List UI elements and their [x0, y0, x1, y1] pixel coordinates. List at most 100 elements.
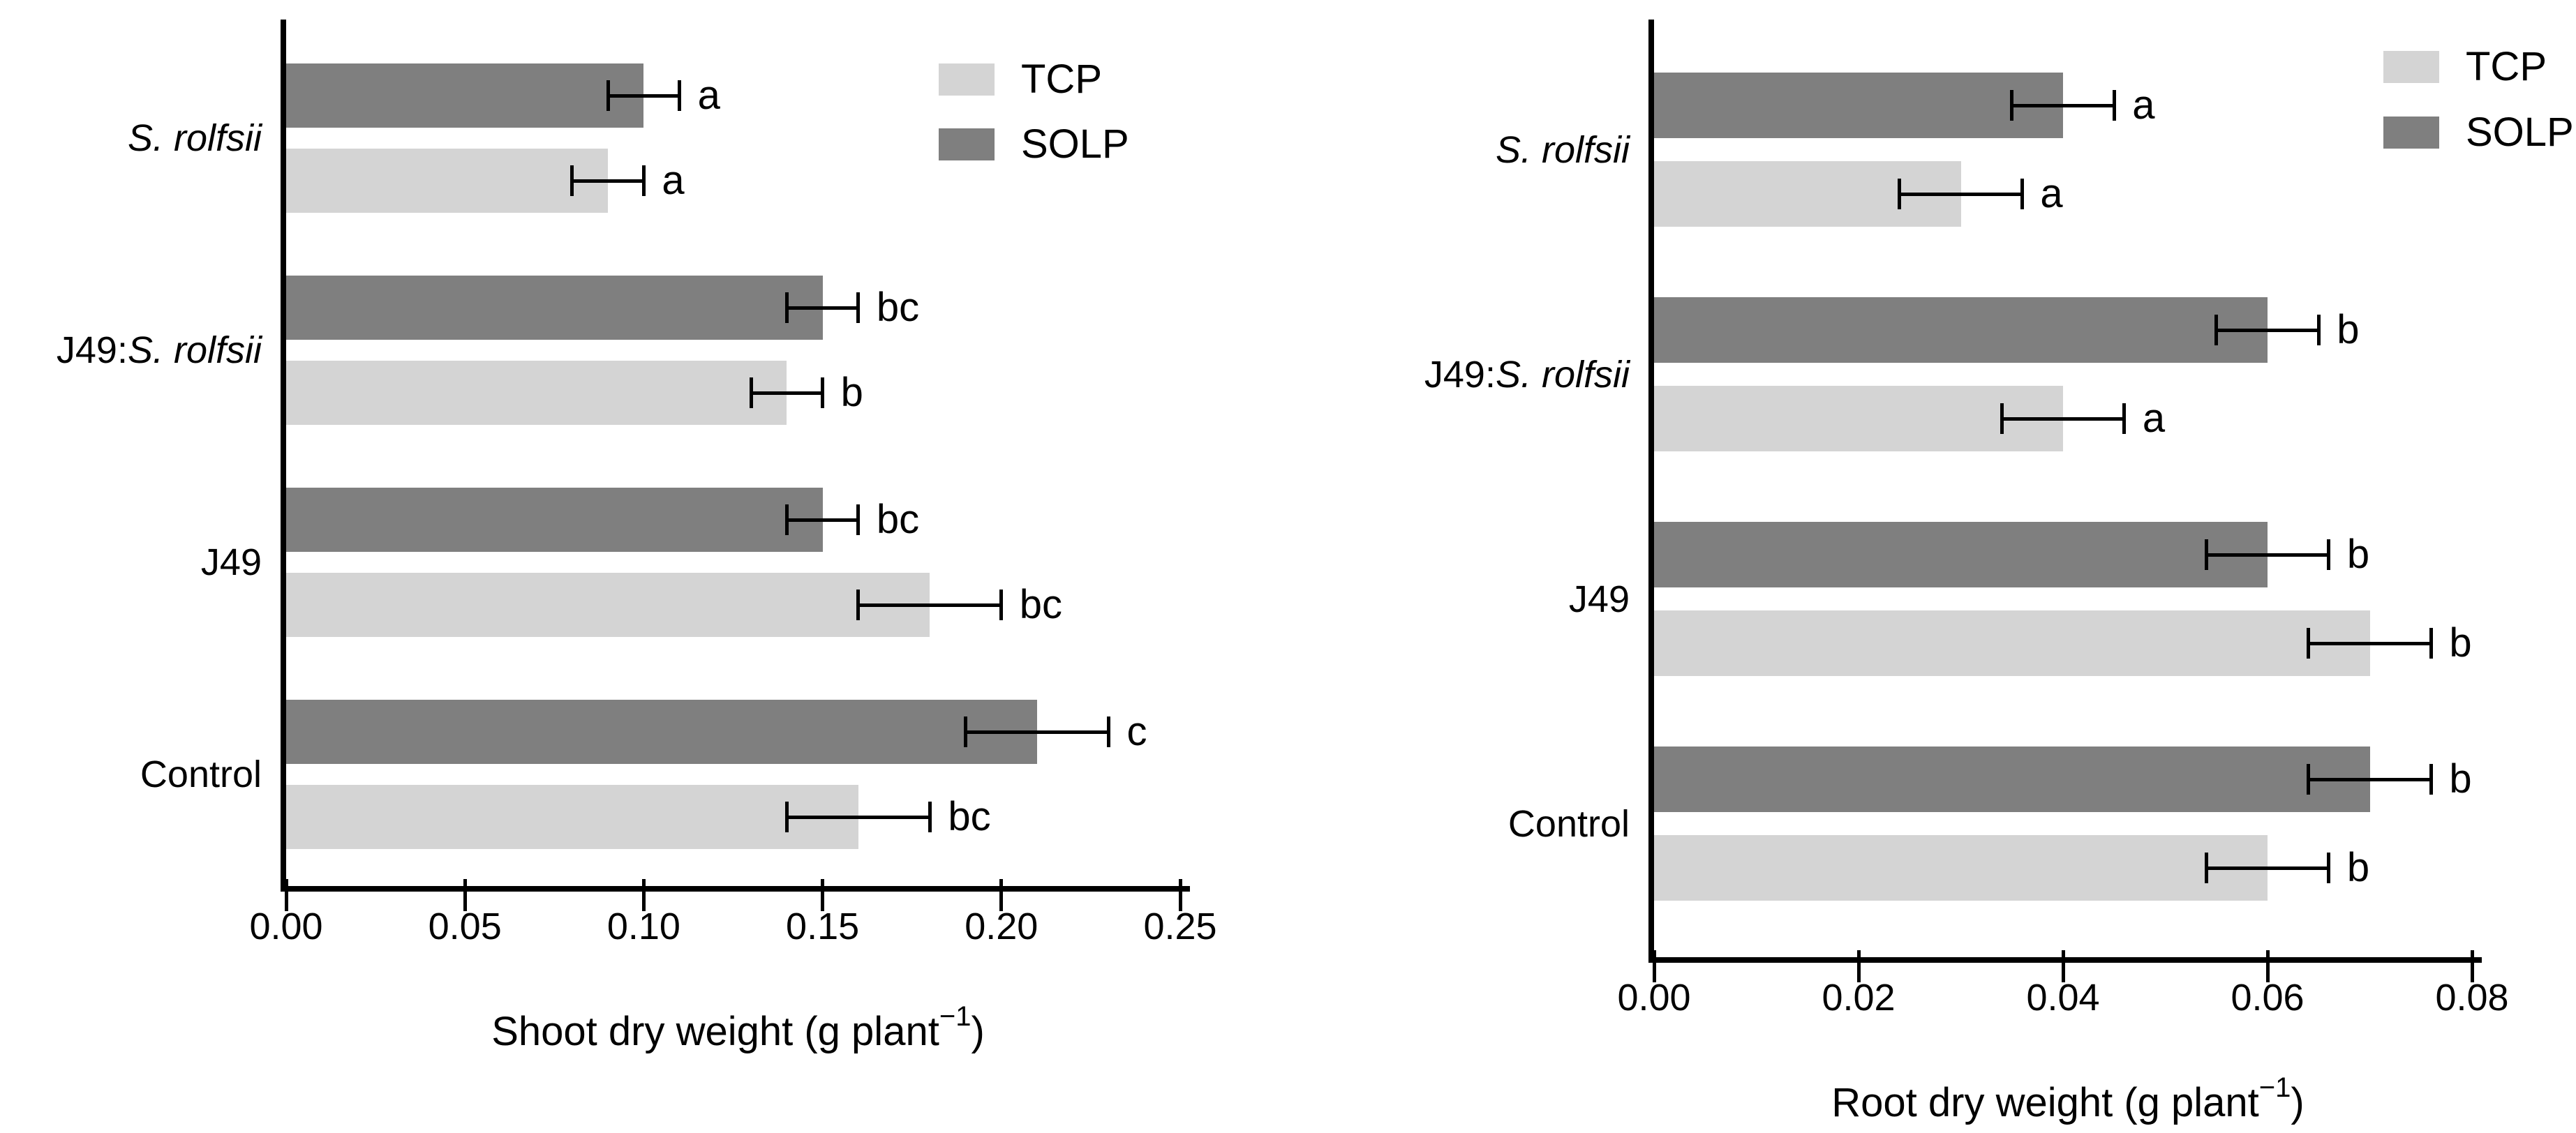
significance-letter: b [2449, 620, 2472, 666]
x-tick [641, 879, 646, 911]
bar-tcp-2 [1654, 610, 2370, 676]
error-bar-cap [2010, 90, 2014, 121]
category-label: S. rolfsii [0, 109, 262, 167]
legend-label-tcp: TCP [2466, 44, 2547, 89]
error-bar [572, 179, 644, 183]
x-axis [281, 886, 1190, 892]
error-bar-cap [2000, 403, 2004, 434]
bar-solp-1 [1654, 297, 2268, 363]
bar-tcp-0 [286, 149, 609, 213]
significance-letter: b [2449, 756, 2472, 802]
x-axis-title-close: ) [971, 1009, 985, 1054]
significance-letter: b [2346, 845, 2370, 890]
error-bar [751, 391, 823, 395]
category-label: J49 [0, 533, 262, 592]
x-tick [1652, 950, 1656, 982]
error-bar-cap [570, 165, 574, 196]
significance-letter: bc [876, 497, 920, 542]
significance-letter: a [662, 158, 685, 203]
significance-letter: a [2142, 396, 2166, 441]
bar-tcp-3 [286, 785, 858, 849]
significance-letter: b [2337, 307, 2360, 352]
error-bar-cap [1107, 716, 1111, 747]
error-bar-cap [2214, 315, 2219, 345]
bar-solp-3 [286, 700, 1038, 764]
legend-swatch-tcp [2383, 51, 2439, 83]
x-tick [2470, 950, 2474, 982]
error-bar-cap [856, 504, 861, 535]
bar-solp-3 [1654, 746, 2370, 812]
bar-tcp-2 [286, 573, 930, 637]
error-bar-cap [784, 292, 789, 323]
error-bar-cap [641, 165, 646, 196]
error-bar-cap [856, 292, 861, 323]
category-label: J49:S. rolfsii [0, 321, 262, 380]
error-bar [2308, 777, 2432, 781]
x-axis-title-superscript: −1 [2258, 1072, 2291, 1103]
error-bar-cap [2429, 764, 2433, 795]
category-label: J49 [1071, 570, 1630, 629]
x-tick [2265, 950, 2270, 982]
error-bar-cap [606, 80, 610, 111]
significance-letter: a [2132, 82, 2155, 128]
error-bar [1899, 192, 2023, 196]
error-bar-cap [2327, 539, 2331, 570]
x-axis-title-superscript: −1 [939, 1001, 971, 1032]
error-bar-cap [749, 377, 753, 408]
category-label-part: J49: [1424, 353, 1496, 396]
error-bar-cap [2307, 628, 2311, 659]
error-bar-cap [2204, 853, 2208, 883]
significance-letter: a [697, 73, 720, 118]
x-axis-title-text: Shoot dry weight (g plant [491, 1009, 939, 1054]
y-axis [281, 20, 286, 892]
x-tick-label: 0.08 [2435, 977, 2509, 1019]
legend-swatch-solp [939, 128, 995, 160]
x-axis-title: Shoot dry weight (g plant−1) [110, 986, 1367, 1062]
category-label-part: S. rolfsii [1495, 353, 1630, 396]
y-axis [1648, 20, 1654, 963]
x-tick-label: 0.00 [249, 906, 323, 947]
x-tick [1856, 950, 1861, 982]
error-bar [787, 815, 930, 819]
error-bar-cap [678, 80, 682, 111]
bar-solp-2 [1654, 522, 2268, 587]
significance-letter: bc [876, 285, 920, 330]
x-axis-title-close: ) [2291, 1080, 2305, 1125]
error-bar-cap [2327, 853, 2331, 883]
legend-label-tcp: TCP [1021, 57, 1102, 102]
error-bar [2308, 641, 2432, 645]
bar-tcp-1 [286, 361, 787, 425]
significance-letter: a [2040, 171, 2063, 216]
error-bar-cap [2112, 90, 2116, 121]
category-label-part: J49 [1568, 578, 1630, 620]
x-tick-label: 0.10 [606, 906, 680, 947]
error-bar-cap [1898, 179, 1902, 209]
error-bar-cap [2020, 179, 2024, 209]
category-label: J49:S. rolfsii [1071, 345, 1630, 404]
category-label-part: Control [1507, 802, 1630, 845]
significance-letter: b [840, 370, 863, 415]
significance-letter: bc [948, 794, 991, 839]
x-tick [999, 879, 1004, 911]
category-label: Control [0, 745, 262, 804]
x-axis-title-text: Root dry weight (g plant [1831, 1080, 2259, 1125]
significance-letter: c [1126, 709, 1147, 754]
error-bar [787, 518, 858, 522]
category-label-part: J49: [56, 329, 128, 371]
error-bar [2011, 103, 2115, 107]
category-label: Control [1071, 795, 1630, 853]
bar-solp-1 [286, 276, 823, 340]
x-tick-label: 0.04 [2026, 977, 2100, 1019]
x-tick-label: 0.00 [1617, 977, 1691, 1019]
error-bar [965, 730, 1109, 734]
x-tick [2061, 950, 2065, 982]
error-bar-cap [928, 802, 932, 832]
x-tick [821, 879, 825, 911]
category-label-part: S. rolfsii [127, 329, 262, 371]
error-bar-cap [964, 716, 968, 747]
error-bar-cap [2204, 539, 2208, 570]
legend-swatch-solp [2383, 117, 2439, 149]
